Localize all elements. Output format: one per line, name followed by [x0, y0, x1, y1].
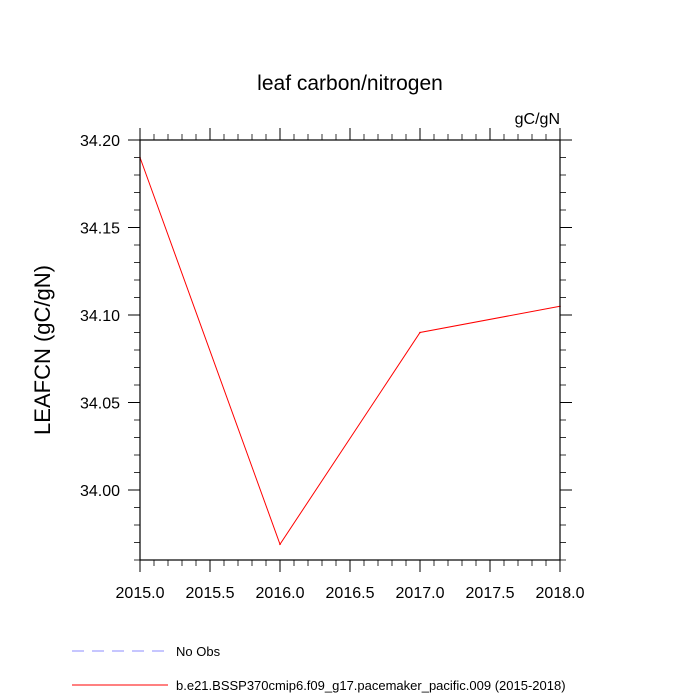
data-point: [419, 331, 421, 334]
units-label: gC/gN: [515, 111, 560, 128]
x-tick-label: 2015.0: [116, 585, 165, 602]
x-tick-label: 2016.0: [256, 585, 305, 602]
legend: No Obs b.e21.BSSP370cmip6.f09_g17.pacemak…: [72, 644, 566, 693]
legend-label-1: No Obs: [176, 644, 221, 659]
x-tick-label: 2018.0: [536, 585, 585, 602]
plot-frame: [139, 139, 561, 561]
y-tick-label: 34.20: [80, 133, 120, 150]
x-tick-label: 2015.5: [186, 585, 235, 602]
y-tick-label: 34.10: [80, 308, 120, 325]
chart-title: leaf carbon/nitrogen: [257, 72, 443, 95]
x-tick-label: 2017.0: [396, 585, 445, 602]
y-tick-label: 34.00: [80, 483, 120, 500]
y-tick-label: 34.15: [80, 221, 120, 238]
y-axis-label: LEAFCN (gC/gN): [30, 265, 55, 435]
x-tick-label: 2016.5: [326, 585, 375, 602]
x-tick-label: 2017.5: [466, 585, 515, 602]
series-line-0: [139, 157, 561, 546]
y-tick-label: 34.05: [80, 396, 120, 413]
data-point: [279, 543, 281, 546]
legend-label-0: b.e21.BSSP370cmip6.f09_g17.pacemaker_pac…: [176, 678, 566, 693]
